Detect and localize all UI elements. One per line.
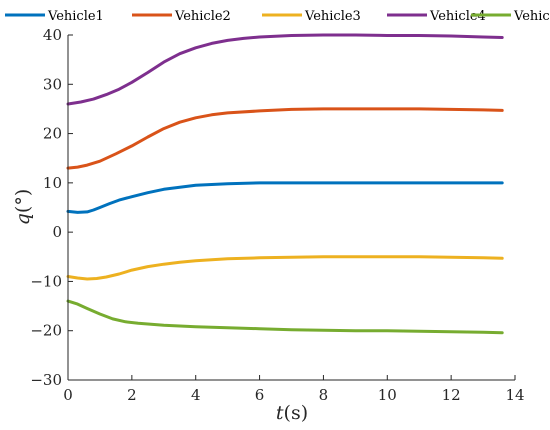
series-line-vehicle5 [66,299,504,335]
legend: Vehicle1 Vehicle2 Vehicle3 Vehicle4 Vehicle5 [5,9,550,24]
y-axis-label: q(°) [12,189,34,226]
legend-label-vehicle3: Vehicle3 [304,9,361,24]
legend-label-vehicle5: Vehicle5 [513,9,550,24]
x-tick-label: 6 [255,386,265,404]
x-axis-var: t [276,402,284,424]
y-tick-label: −10 [30,272,62,290]
axes [67,35,515,381]
series-line-vehicle1 [66,181,504,214]
x-tick-label: 14 [505,386,524,404]
y-tick-label: 40 [43,26,62,44]
series-line-vehicle4 [66,33,504,106]
x-tick-label: 0 [63,386,73,404]
x-tick-label: 12 [442,386,461,404]
legend-label-vehicle2: Vehicle2 [174,9,231,24]
x-tick-label: 2 [127,386,137,404]
ticks: 0 2 4 6 8 10 12 14 −30 −20 −10 0 10 20 30 40 [30,26,524,404]
y-tick-label: −30 [30,371,62,389]
y-axis-var: q [12,213,34,225]
x-tick-label: 4 [191,386,201,404]
series-line-vehicle2 [66,107,504,170]
y-tick-label: 10 [43,174,62,192]
series-layer [66,33,504,335]
legend-label-vehicle1: Vehicle1 [47,9,104,24]
y-tick-label: 20 [43,125,62,143]
x-axis-label: t(s) [276,402,308,424]
y-tick-label: −20 [30,322,62,340]
legend-label-vehicle4: Vehicle4 [429,9,486,24]
series-line-vehicle3 [66,255,504,281]
y-tick-label: 0 [52,223,62,241]
y-axis-unit: (°) [12,189,34,213]
x-tick-label: 8 [319,386,329,404]
y-tick-label: 30 [43,75,62,93]
x-axis-unit: (s) [284,402,309,424]
x-tick-label: 10 [378,386,397,404]
